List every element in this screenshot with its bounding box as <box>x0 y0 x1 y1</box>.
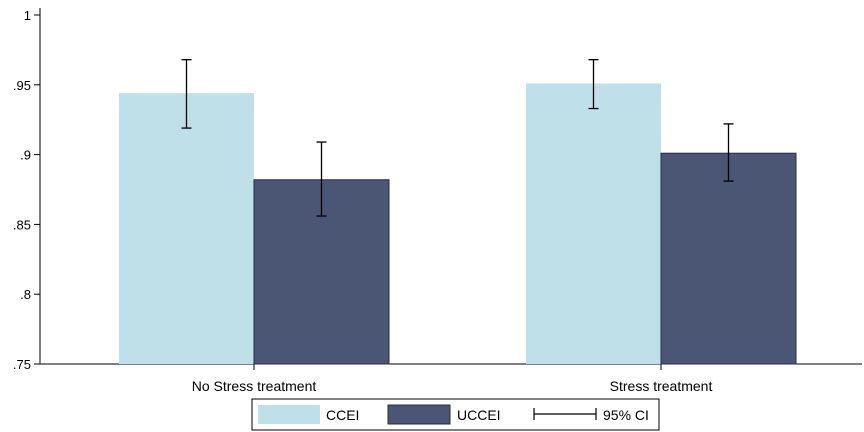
y-tick-label: .9 <box>20 148 31 163</box>
error-bars <box>181 59 734 217</box>
category-labels: No Stress treatment Stress treatment <box>192 378 713 394</box>
error-bar-uccei-no-stress <box>316 141 327 217</box>
legend-label-ci: 95% CI <box>603 407 649 423</box>
bar-ccei-stress <box>526 83 661 365</box>
bar-ccei-no-stress <box>119 93 254 365</box>
y-tick-label: 1 <box>24 8 31 23</box>
category-label: Stress treatment <box>610 378 713 394</box>
x-axis <box>40 363 862 370</box>
legend: CCEI UCCEI 95% CI <box>251 398 660 431</box>
category-label: No Stress treatment <box>192 378 317 394</box>
y-tick-label: .95 <box>13 78 31 93</box>
legend-swatch-ccei <box>258 405 320 424</box>
legend-swatch-uccei <box>387 404 451 425</box>
error-bar-ccei-stress <box>588 59 599 110</box>
error-bar-ccei-no-stress <box>181 59 192 129</box>
y-axis: .75 .8 .85 .9 .95 1 <box>13 8 41 372</box>
y-tick-label: .8 <box>20 287 31 302</box>
error-bar-uccei-stress <box>723 123 734 182</box>
bars <box>119 83 797 365</box>
legend-label-ccei: CCEI <box>326 407 359 423</box>
legend-ci-symbol <box>533 408 597 420</box>
y-tick-label: .75 <box>13 357 31 372</box>
bar-uccei-stress <box>660 152 797 365</box>
y-tick-label: .85 <box>13 217 31 232</box>
legend-label-uccei: UCCEI <box>457 407 501 423</box>
